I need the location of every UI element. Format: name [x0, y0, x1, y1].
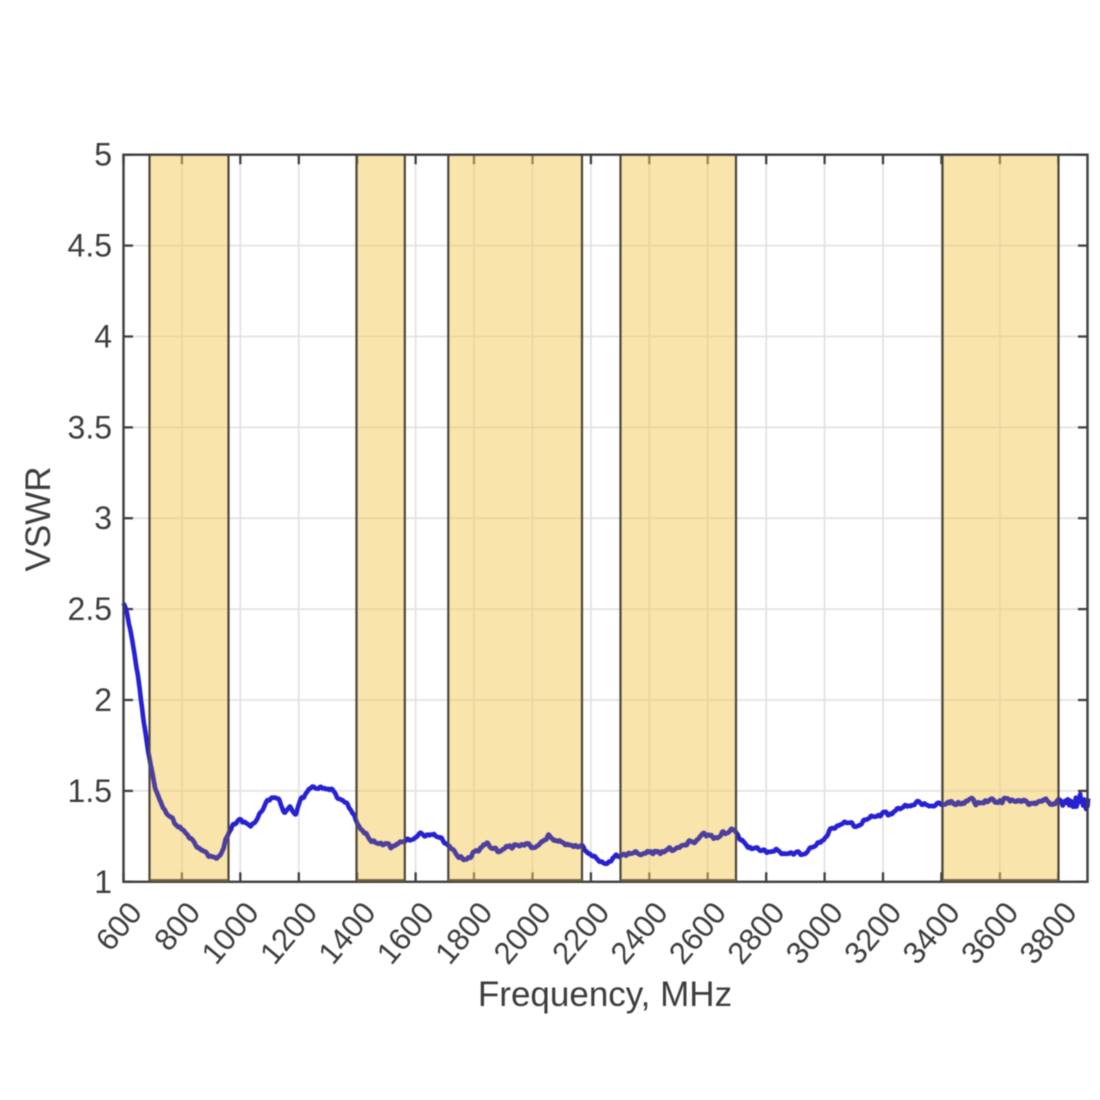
svg-text:1: 1: [94, 864, 112, 900]
svg-text:1.5: 1.5: [68, 773, 112, 809]
svg-text:4: 4: [94, 319, 112, 355]
svg-text:3.5: 3.5: [68, 409, 112, 445]
svg-text:4.5: 4.5: [68, 228, 112, 264]
svg-text:VSWR: VSWR: [19, 467, 58, 572]
svg-text:Frequency, MHz: Frequency, MHz: [478, 975, 732, 1014]
svg-text:3: 3: [94, 500, 112, 536]
svg-text:2.5: 2.5: [68, 591, 112, 627]
svg-text:5: 5: [94, 137, 112, 173]
svg-text:2: 2: [94, 682, 112, 718]
